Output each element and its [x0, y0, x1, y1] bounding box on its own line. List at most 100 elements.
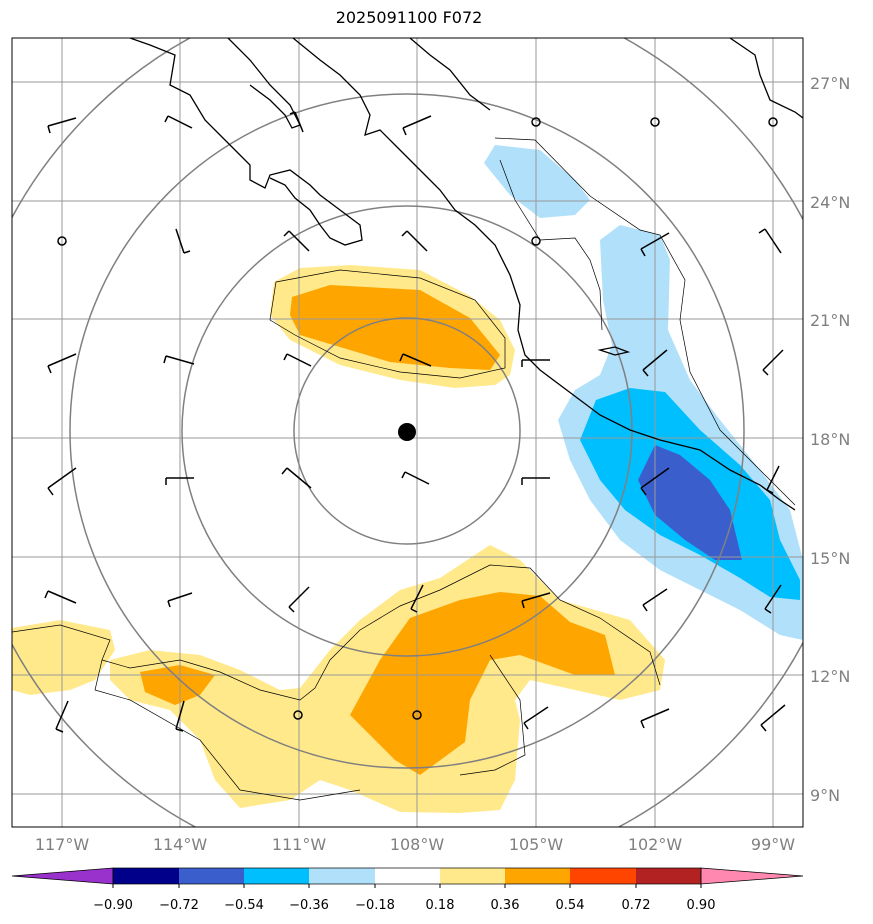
- wind-barbs: [44, 111, 786, 733]
- wind-barb-flag: [47, 365, 52, 374]
- colorbar-label: 0.72: [622, 898, 651, 913]
- wind-barb-flag: [289, 111, 296, 115]
- colorbar-label: 0.54: [556, 898, 585, 913]
- colorbar-segment: [309, 868, 375, 884]
- wind-barb-flag: [521, 600, 525, 609]
- wind-barb: [55, 700, 69, 730]
- wind-barb: [288, 586, 310, 608]
- lon-label: 111°W: [272, 835, 327, 854]
- lat-label: 18°N: [810, 430, 850, 449]
- colorbar-segment: [636, 868, 701, 884]
- colorbar-label: 0.18: [426, 898, 455, 913]
- wind-barb: [642, 349, 668, 371]
- contour-lines: [12, 137, 796, 801]
- map-frame: [11, 37, 804, 828]
- colorbar-label: 0.90: [687, 898, 716, 913]
- wind-barb: [175, 700, 185, 730]
- wind-barb: [288, 230, 310, 252]
- wind-barb-flag: [44, 590, 49, 599]
- wind-barb: [640, 708, 670, 722]
- wind-barb-flag: [410, 608, 418, 613]
- colorbar-outline: [112, 867, 702, 885]
- lon-label: 114°W: [153, 835, 208, 854]
- wind-barb-flag: [283, 353, 288, 361]
- wind-barb: [167, 115, 193, 129]
- longitude-labels: 117°W 114°W 111°W 108°W 105°W 102°W 99°W: [35, 835, 795, 854]
- coastline: [129, 38, 803, 511]
- wind-barb-flag: [283, 230, 290, 237]
- lat-label: 27°N: [810, 74, 850, 93]
- wind-barb: [47, 117, 77, 127]
- wind-barb-flag: [402, 127, 407, 136]
- wind-barb-flag: [758, 228, 766, 234]
- colorbar-segment: [179, 868, 244, 884]
- wind-barb-flag: [762, 369, 769, 376]
- wind-barb-flag: [183, 250, 191, 254]
- lon-label: 108°W: [390, 835, 445, 854]
- wind-barb-flag: [642, 604, 648, 612]
- colorbar-extend-high: [700, 867, 804, 885]
- wind-barb-flag: [640, 248, 646, 257]
- lon-label: 105°W: [509, 835, 564, 854]
- wind-barb: [286, 353, 312, 367]
- wind-barb-flag: [401, 230, 408, 237]
- storm-center-dot: [398, 423, 416, 441]
- colorbar-labels: −0.90 −0.72 −0.54 −0.36 −0.18 0.18 0.36 …: [93, 898, 715, 913]
- wind-barb: [167, 592, 193, 602]
- wind-barb: [47, 590, 77, 604]
- wind-barb-flag: [47, 125, 51, 134]
- wind-barb: [764, 584, 782, 610]
- wind-barb-flag: [281, 467, 288, 475]
- colorbar-segment: [113, 868, 179, 884]
- wind-barb: [294, 111, 304, 133]
- wind-barb-flag: [163, 355, 167, 364]
- wind-barb-flag: [399, 353, 404, 362]
- colorbar-label: −0.90: [93, 898, 133, 913]
- wind-barb-flag: [401, 471, 406, 479]
- wind-barb-flag: [47, 487, 54, 496]
- wind-barb-flag: [164, 115, 169, 123]
- lat-label: 15°N: [810, 549, 850, 568]
- wind-barb: [402, 353, 432, 367]
- wind-barb: [410, 584, 424, 610]
- wind-barb-flag: [523, 722, 529, 730]
- colorbar-label: −0.54: [224, 898, 264, 913]
- colorbar-label: −0.18: [355, 898, 395, 913]
- lat-label: 12°N: [810, 667, 850, 686]
- colorbar-segment: [244, 868, 309, 884]
- wind-barb: [762, 349, 784, 371]
- map-title: 2025091100 F072: [335, 8, 483, 27]
- colorbar-label: −0.72: [159, 898, 199, 913]
- lat-label: 24°N: [810, 193, 850, 212]
- wind-barb: [521, 592, 551, 602]
- wind-barb: [642, 588, 668, 606]
- wind-barb: [640, 467, 670, 489]
- wind-barb-flag: [167, 600, 171, 608]
- wind-barb-flag: [766, 489, 774, 494]
- wind-barb: [764, 228, 782, 254]
- negative-anomaly-shading: [484, 145, 803, 640]
- wind-barb: [165, 355, 195, 365]
- colorbar-label: −0.36: [289, 898, 329, 913]
- lon-label: 99°W: [751, 835, 795, 854]
- wind-barb: [760, 704, 786, 726]
- wind-barb-flag: [288, 606, 295, 613]
- lon-label: 117°W: [35, 835, 90, 854]
- calm-wind-circles: [57, 117, 778, 720]
- wind-barb: [402, 115, 432, 129]
- wind-barb: [47, 353, 77, 367]
- colorbar-segment: [375, 868, 440, 884]
- colorbar-extend-low: [11, 867, 114, 885]
- wind-barb: [286, 467, 312, 489]
- latitude-labels: 27°N 24°N 21°N 18°N 15°N 12°N 9°N: [810, 74, 850, 805]
- colorbar-segment: [505, 868, 570, 884]
- graticule: [12, 38, 803, 827]
- map-area: [12, 38, 803, 827]
- wind-barb: [47, 467, 77, 489]
- wind-barb-flag: [640, 720, 645, 729]
- colorbar-segment: [440, 868, 505, 884]
- wind-barb: [523, 706, 549, 724]
- colorbar-segment: [570, 868, 636, 884]
- wind-barb-flag: [640, 487, 647, 496]
